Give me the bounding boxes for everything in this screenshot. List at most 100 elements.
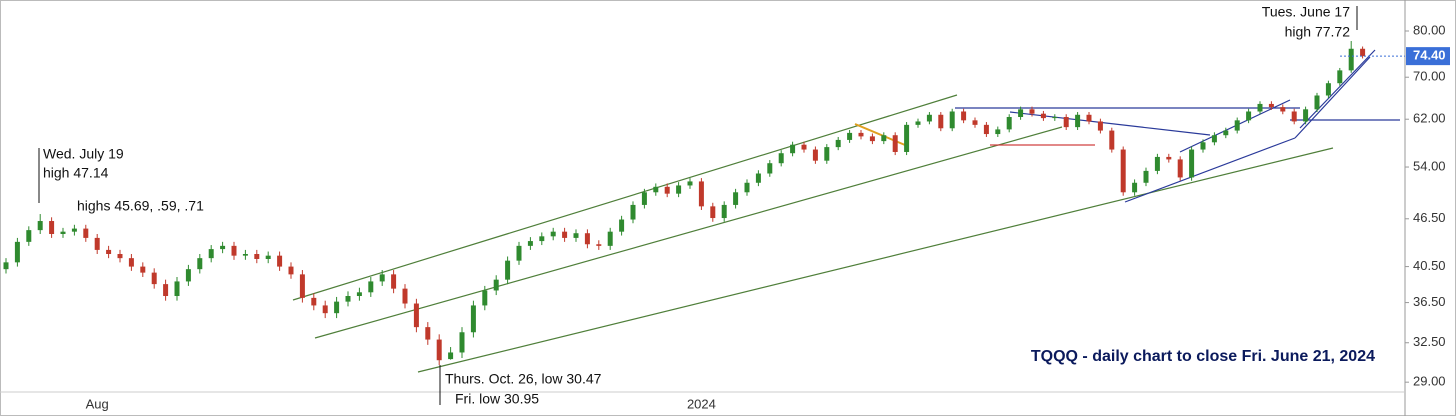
candle-body — [550, 231, 556, 237]
candle-body — [265, 255, 271, 259]
candle-body — [128, 258, 134, 267]
annotation: Tues. June 17 — [1262, 4, 1350, 20]
last-price-label: 74.40 — [1413, 48, 1446, 63]
candle-body — [220, 245, 226, 250]
blue-wedge — [1124, 137, 1296, 203]
candle-body — [1303, 109, 1309, 122]
annotation: Thurs. Oct. 26, low 30.47 — [445, 371, 602, 387]
candle-body — [163, 284, 169, 297]
candle-body — [1120, 149, 1126, 193]
blue-ramp — [1294, 56, 1371, 139]
candle-body — [1040, 113, 1046, 119]
candle-body — [961, 111, 967, 121]
candle-body — [493, 279, 499, 291]
candle-body — [733, 192, 739, 205]
candle-body — [425, 327, 431, 340]
candle-body — [368, 281, 374, 293]
candle-body — [767, 163, 773, 174]
candle-body — [1006, 116, 1012, 130]
candle-body — [1086, 114, 1092, 122]
candle-body — [60, 231, 66, 234]
candle-body — [106, 249, 112, 255]
annotation: highs 45.69, .59, .71 — [77, 198, 204, 214]
candle-body — [3, 262, 9, 270]
candle-body — [710, 206, 716, 219]
candle-body — [505, 260, 511, 280]
candle-body — [1177, 159, 1183, 178]
candle-body — [790, 144, 796, 154]
y-tick-label: 80.00 — [1413, 22, 1446, 37]
candle-body — [311, 297, 317, 306]
candle-body — [1291, 111, 1297, 122]
candle-body — [254, 254, 260, 259]
candle-body — [334, 301, 340, 314]
candle-body — [1132, 182, 1138, 193]
candle-body — [94, 237, 100, 250]
candle-body — [151, 272, 157, 285]
candle-body — [881, 135, 887, 142]
channel-upper — [292, 94, 958, 301]
candle-body — [915, 121, 921, 125]
candle-body — [1246, 111, 1252, 121]
candle-body — [1029, 109, 1035, 114]
candle-body — [470, 305, 476, 333]
y-tick-label: 54.00 — [1413, 158, 1446, 173]
candle-body — [573, 233, 579, 238]
y-tick-label: 29.00 — [1413, 374, 1446, 389]
candle-body — [71, 228, 77, 232]
candle-body — [812, 149, 818, 161]
candle-body — [1189, 149, 1195, 178]
candle-body — [926, 114, 932, 122]
candle-body — [231, 245, 237, 256]
candle-body — [584, 233, 590, 245]
candle-body — [1109, 130, 1115, 150]
last-price-box — [1406, 47, 1450, 66]
candle-body — [49, 221, 55, 234]
candle-body — [436, 339, 442, 361]
candle-body — [117, 254, 123, 259]
candle-body — [676, 185, 682, 194]
candle-body — [619, 219, 625, 232]
y-tick-label: 40.50 — [1413, 258, 1446, 273]
candle-body — [698, 181, 704, 207]
candle-body — [1360, 48, 1366, 57]
long-support — [417, 147, 1334, 373]
candle-body — [892, 135, 898, 152]
candle-body — [288, 266, 294, 275]
candle-body — [185, 269, 191, 282]
candle-body — [562, 231, 568, 238]
x-tick-label: 2024 — [687, 396, 716, 411]
candle-body — [1211, 135, 1217, 143]
candle-body — [949, 111, 955, 129]
pointers — [38, 6, 1358, 405]
candle-body — [687, 181, 693, 186]
candle-body — [197, 258, 203, 270]
candle-body — [847, 132, 853, 140]
candle-body — [448, 352, 454, 360]
y-tick-label: 36.50 — [1413, 294, 1446, 309]
annotation: high 47.14 — [43, 165, 109, 181]
candle-body — [653, 186, 659, 193]
candle-body — [413, 303, 419, 328]
candle-body — [242, 254, 248, 256]
candle-body — [379, 274, 385, 282]
candle-body — [1075, 114, 1081, 128]
candle-body — [277, 255, 283, 267]
candle-body — [322, 305, 328, 314]
candle-body — [527, 241, 533, 246]
candle-body — [140, 266, 146, 273]
blue-ramp-2 — [1299, 49, 1376, 129]
candle-body — [904, 124, 910, 152]
candle-body — [1052, 116, 1058, 119]
candle-body — [630, 204, 636, 220]
candle-body — [1143, 170, 1149, 183]
candle-body — [1234, 120, 1240, 131]
candle-body — [37, 221, 43, 231]
channel-lower — [314, 126, 1063, 339]
candle-body — [539, 236, 545, 242]
candle-body — [345, 296, 351, 302]
candle-body — [1063, 116, 1069, 128]
candle-body — [607, 231, 613, 246]
chart-title: TQQQ - daily chart to close Fri. June 21… — [1031, 348, 1375, 365]
